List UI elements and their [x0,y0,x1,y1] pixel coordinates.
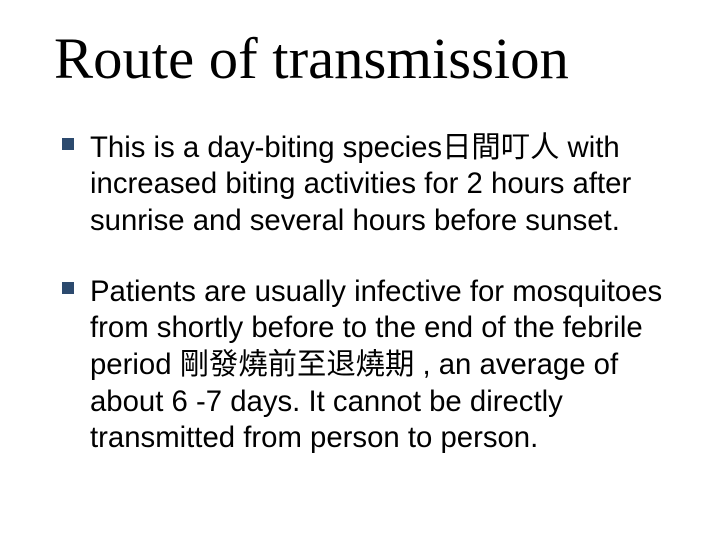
list-item: This is a day-biting species日間叮人 with in… [62,130,666,240]
bullet-list: This is a day-biting species日間叮人 with in… [54,130,666,457]
list-item: Patients are usually infective for mosqu… [62,274,666,457]
slide-title: Route of transmission [54,28,666,90]
bullet-square-icon [62,282,74,294]
bullet-text: Patients are usually infective for mosqu… [90,274,666,457]
bullet-square-icon [62,138,74,150]
slide: Route of transmission This is a day-biti… [0,0,720,540]
bullet-text: This is a day-biting species日間叮人 with in… [90,130,666,240]
